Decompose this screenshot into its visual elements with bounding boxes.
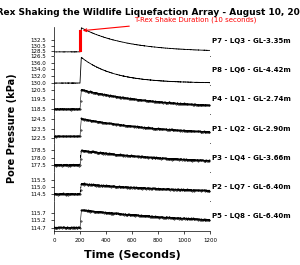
Text: P3 - LQ4 - GL-3.66m: P3 - LQ4 - GL-3.66m [212,155,290,161]
Text: P8 - LQ6 - GL-4.42m: P8 - LQ6 - GL-4.42m [212,67,290,73]
Text: P4 - LQ1 - GL-2.74m: P4 - LQ1 - GL-2.74m [212,96,290,102]
Text: Time (Seconds): Time (Seconds) [84,250,180,260]
Text: P7 - LQ3 - GL-3.35m: P7 - LQ3 - GL-3.35m [212,38,290,44]
Text: P2 - LQ7 - GL-6.40m: P2 - LQ7 - GL-6.40m [212,184,290,190]
Text: T-Rex Shaking the Wildlife Liquefaction Array - August 10, 2005: T-Rex Shaking the Wildlife Liquefaction … [0,8,300,17]
Text: P5 - LQ8 - GL-6.40m: P5 - LQ8 - GL-6.40m [212,213,290,219]
Text: P1 - LQ2 - GL-2.90m: P1 - LQ2 - GL-2.90m [212,126,290,131]
Text: Pore Pressure (kPa): Pore Pressure (kPa) [7,74,17,183]
Text: T-Rex Shake Duration (10 seconds): T-Rex Shake Duration (10 seconds) [84,17,256,32]
